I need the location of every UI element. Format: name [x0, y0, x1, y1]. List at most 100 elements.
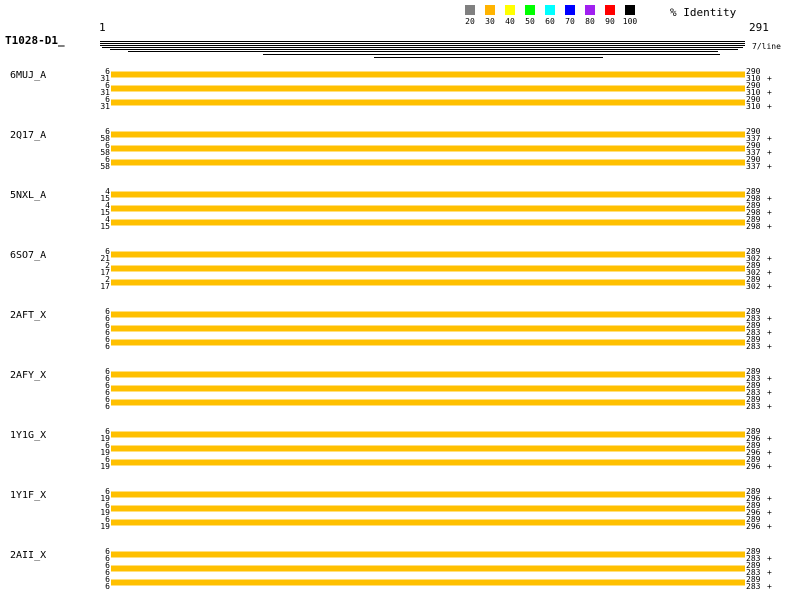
query-coverage — [100, 41, 745, 58]
template-end: 283 — [746, 314, 761, 323]
legend-label: 80 — [585, 17, 595, 26]
query-start: 6 — [105, 427, 110, 436]
template-end: 337 — [746, 134, 761, 143]
template-start: 58 — [100, 134, 110, 143]
alignment-bar — [111, 505, 745, 512]
query-end: 290 — [746, 155, 761, 164]
query-end: 289 — [746, 455, 761, 464]
template-start: 31 — [100, 88, 110, 97]
template-end: 283 — [746, 342, 761, 351]
strand: + — [767, 282, 772, 291]
query-end: 289 — [746, 575, 761, 584]
strand: + — [767, 494, 772, 503]
alignment-bar — [111, 71, 745, 78]
alignment-bar — [111, 431, 745, 438]
strand: + — [767, 208, 772, 217]
hit-name: 5NXL_A — [10, 190, 46, 201]
query-start: 6 — [105, 501, 110, 510]
legend-swatch — [485, 5, 495, 15]
template-end: 283 — [746, 328, 761, 337]
template-end: 296 — [746, 522, 761, 531]
template-start: 31 — [100, 74, 110, 83]
legend-label: 100 — [623, 17, 638, 26]
query-end: 289 — [746, 307, 761, 316]
template-end: 302 — [746, 268, 761, 277]
query-start: 6 — [105, 515, 110, 524]
alignment-bar — [111, 99, 745, 106]
alignment-bar — [111, 131, 745, 138]
alignment-bar — [111, 159, 745, 166]
query-end: 289 — [746, 487, 761, 496]
legend-label: 40 — [505, 17, 515, 26]
template-start: 15 — [100, 194, 110, 203]
query-start: 4 — [105, 187, 110, 196]
template-end: 310 — [746, 102, 761, 111]
query-start: 6 — [105, 307, 110, 316]
strand: + — [767, 328, 772, 337]
query-start: 6 — [105, 95, 110, 104]
hit-name: 2AFT_X — [10, 310, 46, 321]
template-end: 283 — [746, 402, 761, 411]
query-start: 6 — [105, 247, 110, 256]
template-start: 31 — [100, 102, 110, 111]
query-end: 289 — [746, 275, 761, 284]
hit-name: 6MUJ_A — [10, 70, 46, 81]
query-start: 6 — [105, 575, 110, 584]
template-end: 310 — [746, 88, 761, 97]
query-end: 289 — [746, 515, 761, 524]
query-end: 291 — [749, 21, 769, 34]
legend-swatch — [605, 5, 615, 15]
query-end: 289 — [746, 547, 761, 556]
strand: + — [767, 434, 772, 443]
alignment-bar — [111, 279, 745, 286]
query-end: 289 — [746, 215, 761, 224]
strand: + — [767, 254, 772, 263]
hit-name: 1Y1F_X — [10, 490, 46, 501]
strand: + — [767, 194, 772, 203]
query-start: 6 — [105, 321, 110, 330]
query-end: 290 — [746, 81, 761, 90]
strand: + — [767, 568, 772, 577]
legend-label: 60 — [545, 17, 555, 26]
query-end: 289 — [746, 501, 761, 510]
alignment-bar — [111, 191, 745, 198]
template-end: 283 — [746, 374, 761, 383]
query-end: 290 — [746, 95, 761, 104]
alignment-bar — [111, 325, 745, 332]
query-start: 4 — [105, 201, 110, 210]
strand: + — [767, 74, 772, 83]
alignment-bar — [111, 265, 745, 272]
query-end: 289 — [746, 395, 761, 404]
legend-label: 20 — [465, 17, 475, 26]
strand: + — [767, 148, 772, 157]
query-start: 6 — [105, 81, 110, 90]
template-start: 19 — [100, 508, 110, 517]
template-end: 302 — [746, 254, 761, 263]
strand: + — [767, 508, 772, 517]
query-end: 289 — [746, 201, 761, 210]
template-end: 296 — [746, 508, 761, 517]
query-start: 6 — [105, 381, 110, 390]
query-end: 289 — [746, 561, 761, 570]
alignment-bar — [111, 459, 745, 466]
hit-name: 1Y1G_X — [10, 430, 46, 441]
template-start: 6 — [105, 582, 110, 591]
query-end: 289 — [746, 261, 761, 270]
query-start: 6 — [105, 141, 110, 150]
query-end: 289 — [746, 321, 761, 330]
alignment-bar — [111, 551, 745, 558]
alignment-bar — [111, 219, 745, 226]
alignment-bar — [111, 491, 745, 498]
template-start: 6 — [105, 554, 110, 563]
query-start: 6 — [105, 155, 110, 164]
query-start: 4 — [105, 215, 110, 224]
hit-name: 2AFY_X — [10, 370, 46, 381]
template-start: 19 — [100, 434, 110, 443]
legend-swatch — [565, 5, 575, 15]
legend-swatch — [585, 5, 595, 15]
strand: + — [767, 162, 772, 171]
alignment-bar — [111, 519, 745, 526]
legend-label: 30 — [485, 17, 495, 26]
template-start: 19 — [100, 448, 110, 457]
strand: + — [767, 374, 772, 383]
